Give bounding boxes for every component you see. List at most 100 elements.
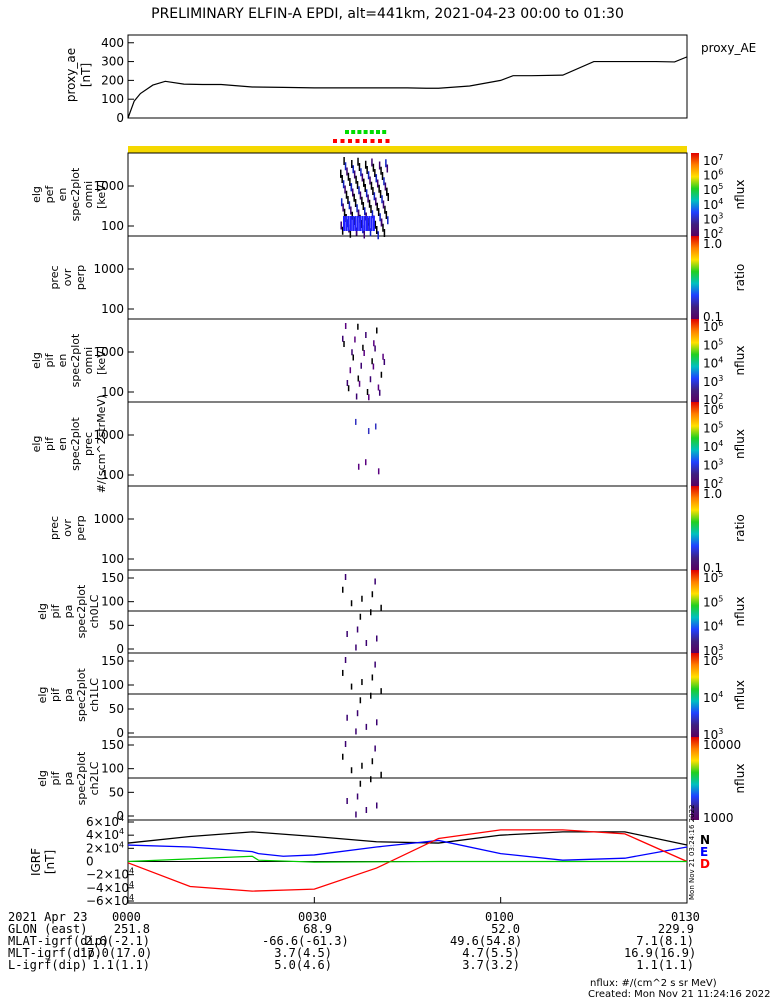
pef-colorbar [691, 153, 699, 236]
ephemeris-cell: 16.9(16.9) [624, 946, 697, 960]
pa0-colorbar-tick: 105 [703, 570, 723, 585]
red-tick-mark [348, 139, 352, 143]
pef_ratio-ylabel: prec [48, 265, 61, 289]
data-stroke [372, 216, 375, 231]
data-stroke [344, 323, 347, 329]
pef_ratio-colorbar-tick: 0.1 [703, 310, 722, 324]
pif-ylabel: [keV] [95, 346, 108, 375]
data-stroke [382, 223, 384, 232]
data-stroke [362, 202, 365, 210]
green-tick-mark [376, 130, 380, 134]
pa1-ylabel: pif [49, 687, 62, 702]
pif_ratio-ylabel: ovr [61, 519, 74, 537]
pif-colorbar-tick: 104 [703, 356, 723, 371]
data-stroke [376, 202, 378, 211]
ae-ylabel-units: [nT] [79, 63, 93, 87]
data-stroke [349, 216, 352, 231]
pif-ylabel: spec2plot [69, 333, 82, 387]
pa2-ytick-label: 100 [101, 762, 124, 776]
data-stroke [345, 190, 348, 199]
ephemeris-row-label: MLT-igrf(dip) [8, 946, 102, 960]
ae-ytick-label: 400 [101, 36, 124, 50]
pef-panel-frame [127, 152, 688, 237]
data-stroke [363, 230, 366, 239]
pa1-ylabel: spec2plot [75, 668, 88, 722]
pif_prec-panel-frame [127, 401, 688, 487]
green-tick-mark [351, 130, 356, 134]
data-stroke [343, 216, 345, 231]
data-stroke [380, 218, 383, 227]
pa1-colorbar-label: nflux [733, 680, 747, 710]
igrf-side-stamp: Mon Nov 21 03:24:16 2022 [688, 805, 696, 900]
pif_prec-ylabel: spec2plot [69, 417, 82, 471]
data-stroke [355, 418, 357, 425]
ephemeris-cell: 17.0(17.0) [80, 946, 153, 960]
data-stroke [382, 200, 385, 209]
pif-ylabel: pif [43, 352, 56, 367]
igrf-ylabel: IGRF [29, 848, 43, 876]
pif_ratio-colorbar-tick: 1.0 [703, 487, 722, 501]
pif-ylabel: en [56, 354, 69, 368]
data-stroke [353, 193, 355, 202]
data-stroke [346, 380, 349, 386]
data-stroke [346, 167, 348, 176]
ephemeris-cell: -66.6(-61.3) [262, 934, 349, 948]
data-stroke [380, 688, 382, 695]
data-stroke [368, 216, 371, 231]
data-stroke [379, 213, 381, 222]
data-stroke [358, 163, 361, 171]
data-stroke [373, 340, 375, 347]
data-stroke [349, 178, 351, 186]
data-stroke [374, 169, 376, 177]
green-tick-mark [363, 130, 368, 134]
footer-xtick-0: 0000 [112, 910, 141, 924]
data-stroke [344, 162, 347, 171]
data-stroke [382, 353, 384, 360]
pif-colorbar-tick: 106 [703, 319, 723, 334]
pif_ratio-ytick-label: 100 [101, 552, 124, 566]
pif-colorbar-tick: 105 [703, 337, 723, 352]
red-tick-mark [355, 139, 360, 143]
pa1-ylabel: ch1LC [88, 678, 101, 712]
pef_ratio-ylabel: ovr [61, 268, 74, 286]
pa1-ytick-label: 150 [101, 654, 124, 668]
pa1-colorbar-tick: 105 [703, 653, 723, 668]
pa0-colorbar [691, 570, 699, 653]
data-stroke [350, 600, 353, 607]
pef_ratio-colorbar-label: ratio [733, 264, 747, 292]
pa1-ytick-label: 50 [109, 702, 124, 716]
data-stroke [342, 180, 345, 189]
data-stroke [364, 459, 367, 466]
data-stroke [369, 376, 372, 383]
pef_ratio-ytick-label: 1000 [93, 262, 124, 276]
nflux-note: nflux: #/(cm^2 s sr MeV) [590, 978, 717, 989]
data-stroke [358, 186, 360, 195]
plot-title: PRELIMINARY ELFIN-A EPDI, alt=441km, 202… [151, 6, 624, 22]
data-stroke [357, 157, 359, 166]
data-stroke [363, 178, 365, 187]
data-stroke [350, 767, 353, 774]
data-stroke [378, 389, 381, 396]
ae-ytick-label: 200 [101, 73, 124, 87]
pif-panel-frame [127, 318, 688, 403]
data-stroke [387, 193, 390, 201]
data-stroke [346, 714, 348, 721]
pa1-colorbar-tick: 103 [703, 727, 723, 742]
data-stroke [370, 205, 372, 213]
pa0-ylabel: pa [62, 605, 75, 619]
data-stroke [354, 216, 357, 231]
data-stroke [367, 194, 369, 203]
pa2-ylabel: ch2LC [88, 761, 101, 795]
data-stroke [372, 163, 375, 172]
data-stroke [343, 208, 346, 217]
data-stroke [365, 332, 367, 338]
data-stroke [374, 578, 376, 585]
pif-ytick-label: 1000 [93, 345, 124, 359]
data-stroke [359, 191, 362, 200]
pa0-colorbar-tick: 105 [703, 594, 723, 609]
data-stroke [371, 758, 374, 765]
pef-colorbar-label: nflux [733, 180, 747, 210]
data-stroke [356, 204, 358, 213]
pef-ytick-label: 1000 [93, 179, 124, 193]
